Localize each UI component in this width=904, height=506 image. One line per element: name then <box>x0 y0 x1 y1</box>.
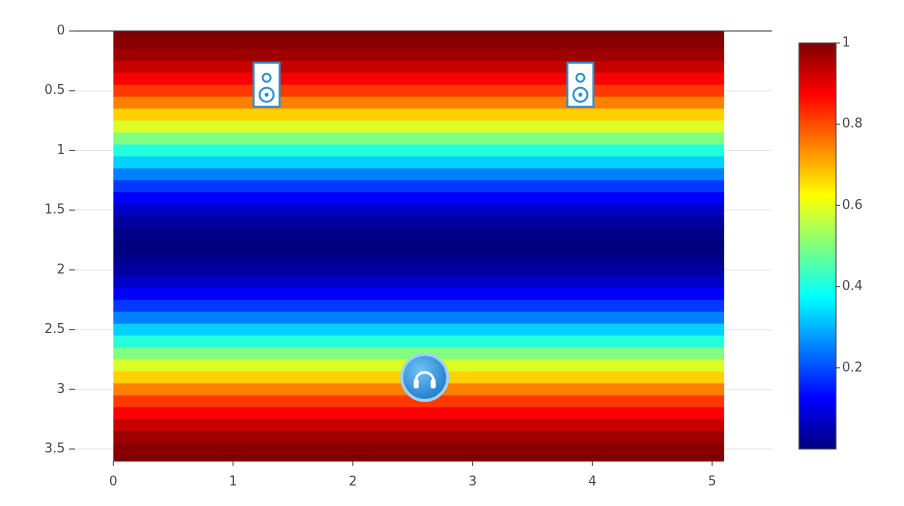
heat-cell <box>113 180 725 193</box>
x-tick-label: 0 <box>109 475 117 490</box>
speaker-icon <box>252 61 281 108</box>
x-tick-label: 4 <box>588 475 596 490</box>
speaker-woofer <box>572 86 589 103</box>
heat-cell <box>113 407 725 420</box>
y-tick-label: 1 <box>57 143 65 158</box>
speaker-body <box>566 61 595 108</box>
speaker-icon <box>566 61 595 108</box>
heat-cell <box>113 144 725 157</box>
heat-cell <box>113 299 725 313</box>
listener-icon <box>400 352 450 402</box>
speaker-body <box>252 61 281 108</box>
headphone-band <box>414 371 435 382</box>
heat-cell <box>113 275 725 289</box>
heat-cell <box>113 216 725 229</box>
heat-cell <box>113 311 725 325</box>
colorbar-tick-label: 0.2 <box>842 360 863 375</box>
heat-cell <box>113 419 725 432</box>
heat-cell <box>113 335 725 349</box>
speaker-tweeter <box>575 72 586 83</box>
heat-cell <box>113 228 725 241</box>
headphone-cup <box>413 379 419 389</box>
speaker-woofer-center <box>264 92 269 97</box>
heat-cell <box>113 48 725 62</box>
heat-cell <box>113 72 725 86</box>
listener-badge <box>400 352 450 402</box>
speaker-woofer-center <box>578 92 583 97</box>
heat-cell <box>113 192 725 205</box>
x-tick-label: 3 <box>468 475 476 490</box>
heat-cell <box>113 168 725 181</box>
colorbar-tick-label: 0.6 <box>842 198 863 213</box>
y-tick-label: 0.5 <box>44 83 65 98</box>
heat-cell <box>113 251 725 265</box>
x-tick-label: 2 <box>349 475 357 490</box>
x-tick-label: 1 <box>229 475 237 490</box>
colorbar-tick-label: 1 <box>842 36 850 51</box>
heat-cell <box>113 240 725 253</box>
heat-cell <box>113 31 725 38</box>
speaker-tweeter <box>261 72 272 83</box>
heat-cell <box>113 96 725 110</box>
heat-cell <box>113 263 725 277</box>
heat-cell <box>113 323 725 337</box>
colorbar <box>798 42 837 450</box>
colorbar-tick-label: 0.4 <box>842 279 863 294</box>
speaker-woofer <box>258 86 275 103</box>
heat-cell <box>113 431 725 444</box>
y-tick-label: 1.5 <box>44 203 65 218</box>
y-tick-label: 3.5 <box>44 442 65 457</box>
y-tick-label: 2.5 <box>44 322 65 337</box>
headphone-cup <box>430 379 436 389</box>
heat-cell <box>113 84 725 98</box>
heat-cell <box>113 108 725 122</box>
y-tick-label: 3 <box>57 382 65 397</box>
heat-cell <box>113 60 725 74</box>
y-tick-label: 2 <box>57 262 65 277</box>
colorbar-tick-label: 0.8 <box>842 117 863 132</box>
heat-cell <box>113 443 725 456</box>
heat-cell <box>113 287 725 301</box>
y-tick-label: 0 <box>57 24 65 39</box>
heat-cell <box>113 455 725 462</box>
heat-cell <box>113 132 725 145</box>
heat-cell <box>113 204 725 217</box>
heat-cell <box>113 395 725 408</box>
heat-cell <box>113 120 725 134</box>
heat-cell <box>113 36 725 50</box>
heat-cell <box>113 156 725 169</box>
x-tick-label: 5 <box>708 475 716 490</box>
